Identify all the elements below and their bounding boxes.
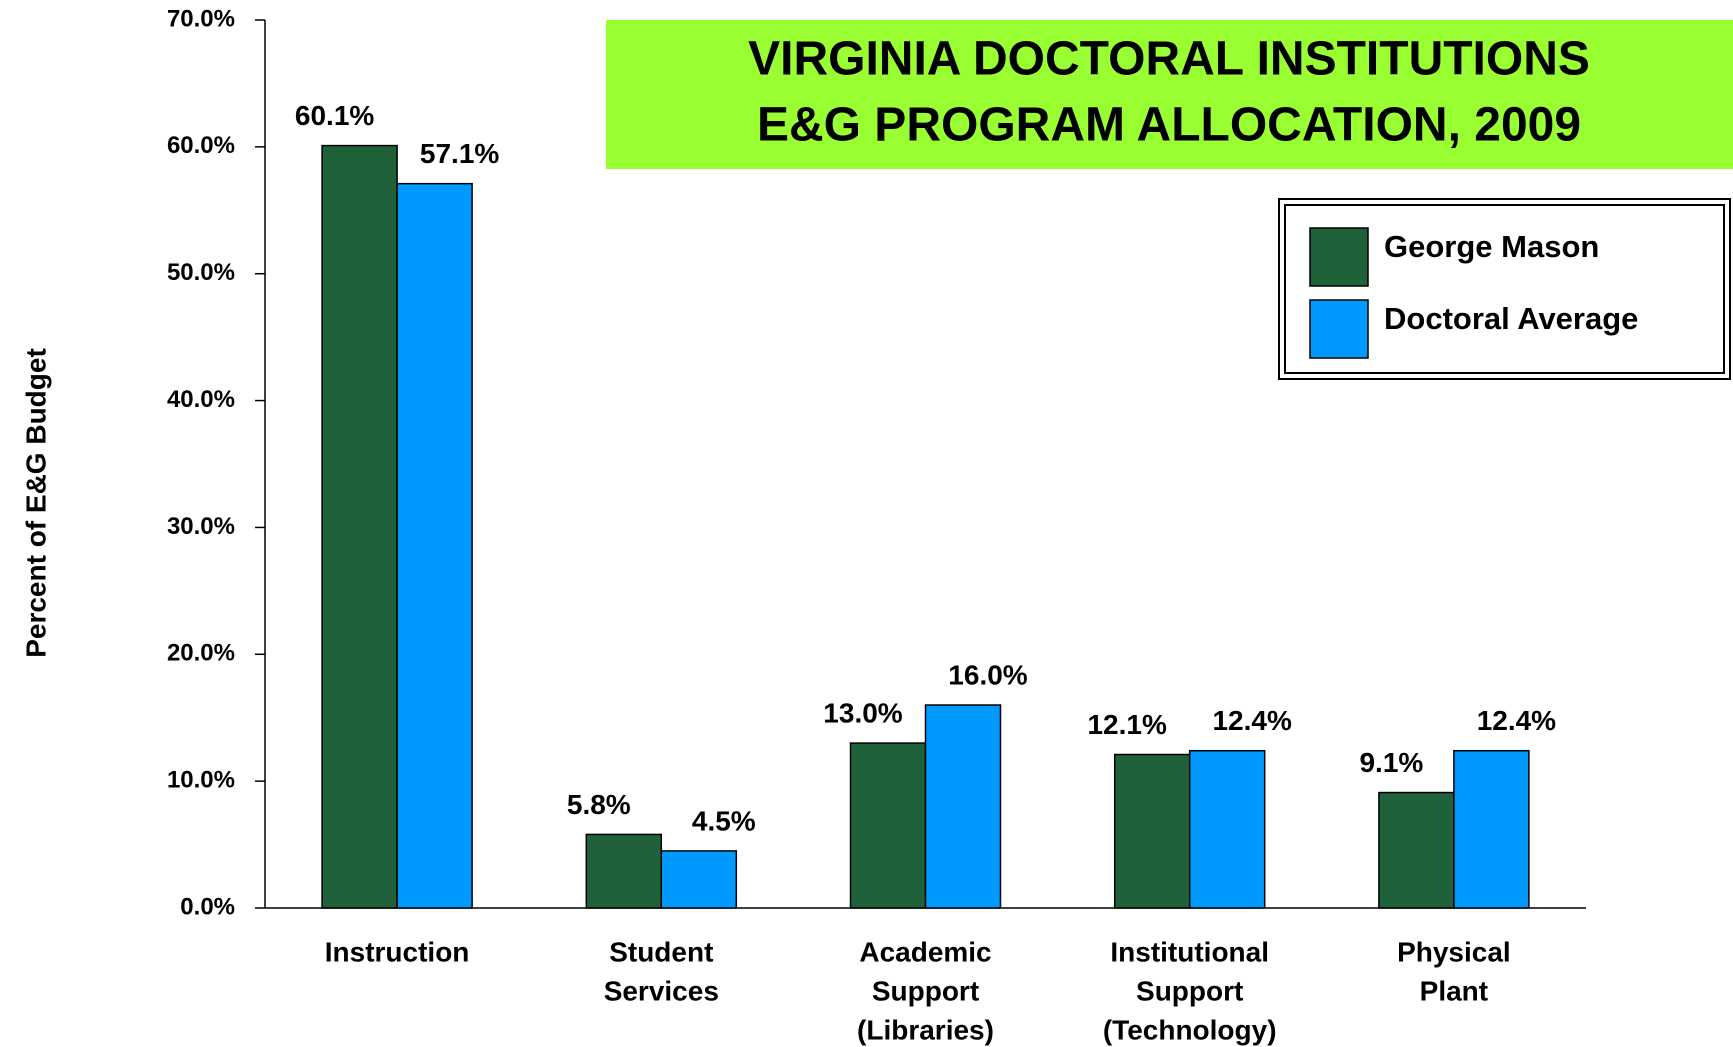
legend-swatch xyxy=(1309,299,1369,359)
x-tick-label: Student xyxy=(609,936,713,967)
x-tick-label: (Libraries) xyxy=(857,1014,994,1045)
x-tick-label: Support xyxy=(1136,975,1243,1006)
x-tick-label: Instruction xyxy=(325,936,470,967)
bar xyxy=(924,704,1002,909)
value-label: 12.4% xyxy=(1477,705,1556,736)
bar xyxy=(1188,749,1266,909)
bar xyxy=(396,182,473,909)
value-label: 60.1% xyxy=(295,100,374,131)
x-tick-label: Services xyxy=(604,975,719,1006)
value-label: 12.1% xyxy=(1087,709,1166,740)
legend-label: Doctoral Average xyxy=(1384,301,1638,336)
bar xyxy=(585,833,663,909)
value-label: 16.0% xyxy=(948,659,1027,690)
title-box xyxy=(606,20,1733,169)
value-label: 13.0% xyxy=(823,697,902,728)
chart-title: VIRGINIA DOCTORAL INSTITUTIONS xyxy=(748,33,1590,86)
y-tick-label: 20.0% xyxy=(167,640,235,667)
value-label: 12.4% xyxy=(1212,705,1291,736)
legend-box-inner xyxy=(1284,204,1725,374)
bar xyxy=(849,742,927,909)
value-label: 57.1% xyxy=(420,138,499,169)
y-tick-label: 10.0% xyxy=(167,766,235,793)
y-tick-label: 0.0% xyxy=(180,893,235,920)
x-tick-label: Institutional xyxy=(1110,936,1269,967)
bar xyxy=(321,144,398,909)
y-tick-label: 40.0% xyxy=(167,386,235,413)
bar xyxy=(1453,749,1530,909)
legend-swatch xyxy=(1309,227,1369,287)
bar xyxy=(660,850,738,909)
y-axis-label: Percent of E&G Budget xyxy=(20,348,51,658)
bar xyxy=(1113,753,1191,909)
x-tick-label: (Technology) xyxy=(1103,1014,1277,1045)
y-tick-label: 70.0% xyxy=(167,5,235,32)
x-tick-label: Physical xyxy=(1397,936,1511,967)
x-tick-label: Academic xyxy=(859,936,991,967)
value-label: 4.5% xyxy=(692,805,756,836)
y-tick-label: 30.0% xyxy=(167,513,235,540)
value-label: 9.1% xyxy=(1359,747,1423,778)
bar xyxy=(1378,791,1455,909)
x-tick-label: Plant xyxy=(1420,975,1488,1006)
y-tick-label: 50.0% xyxy=(167,259,235,286)
value-label: 5.8% xyxy=(567,789,631,820)
x-tick-label: Support xyxy=(872,975,979,1006)
legend-label: George Mason xyxy=(1384,229,1599,264)
y-tick-label: 60.0% xyxy=(167,132,235,159)
chart-title: E&G PROGRAM ALLOCATION, 2009 xyxy=(757,99,1581,152)
